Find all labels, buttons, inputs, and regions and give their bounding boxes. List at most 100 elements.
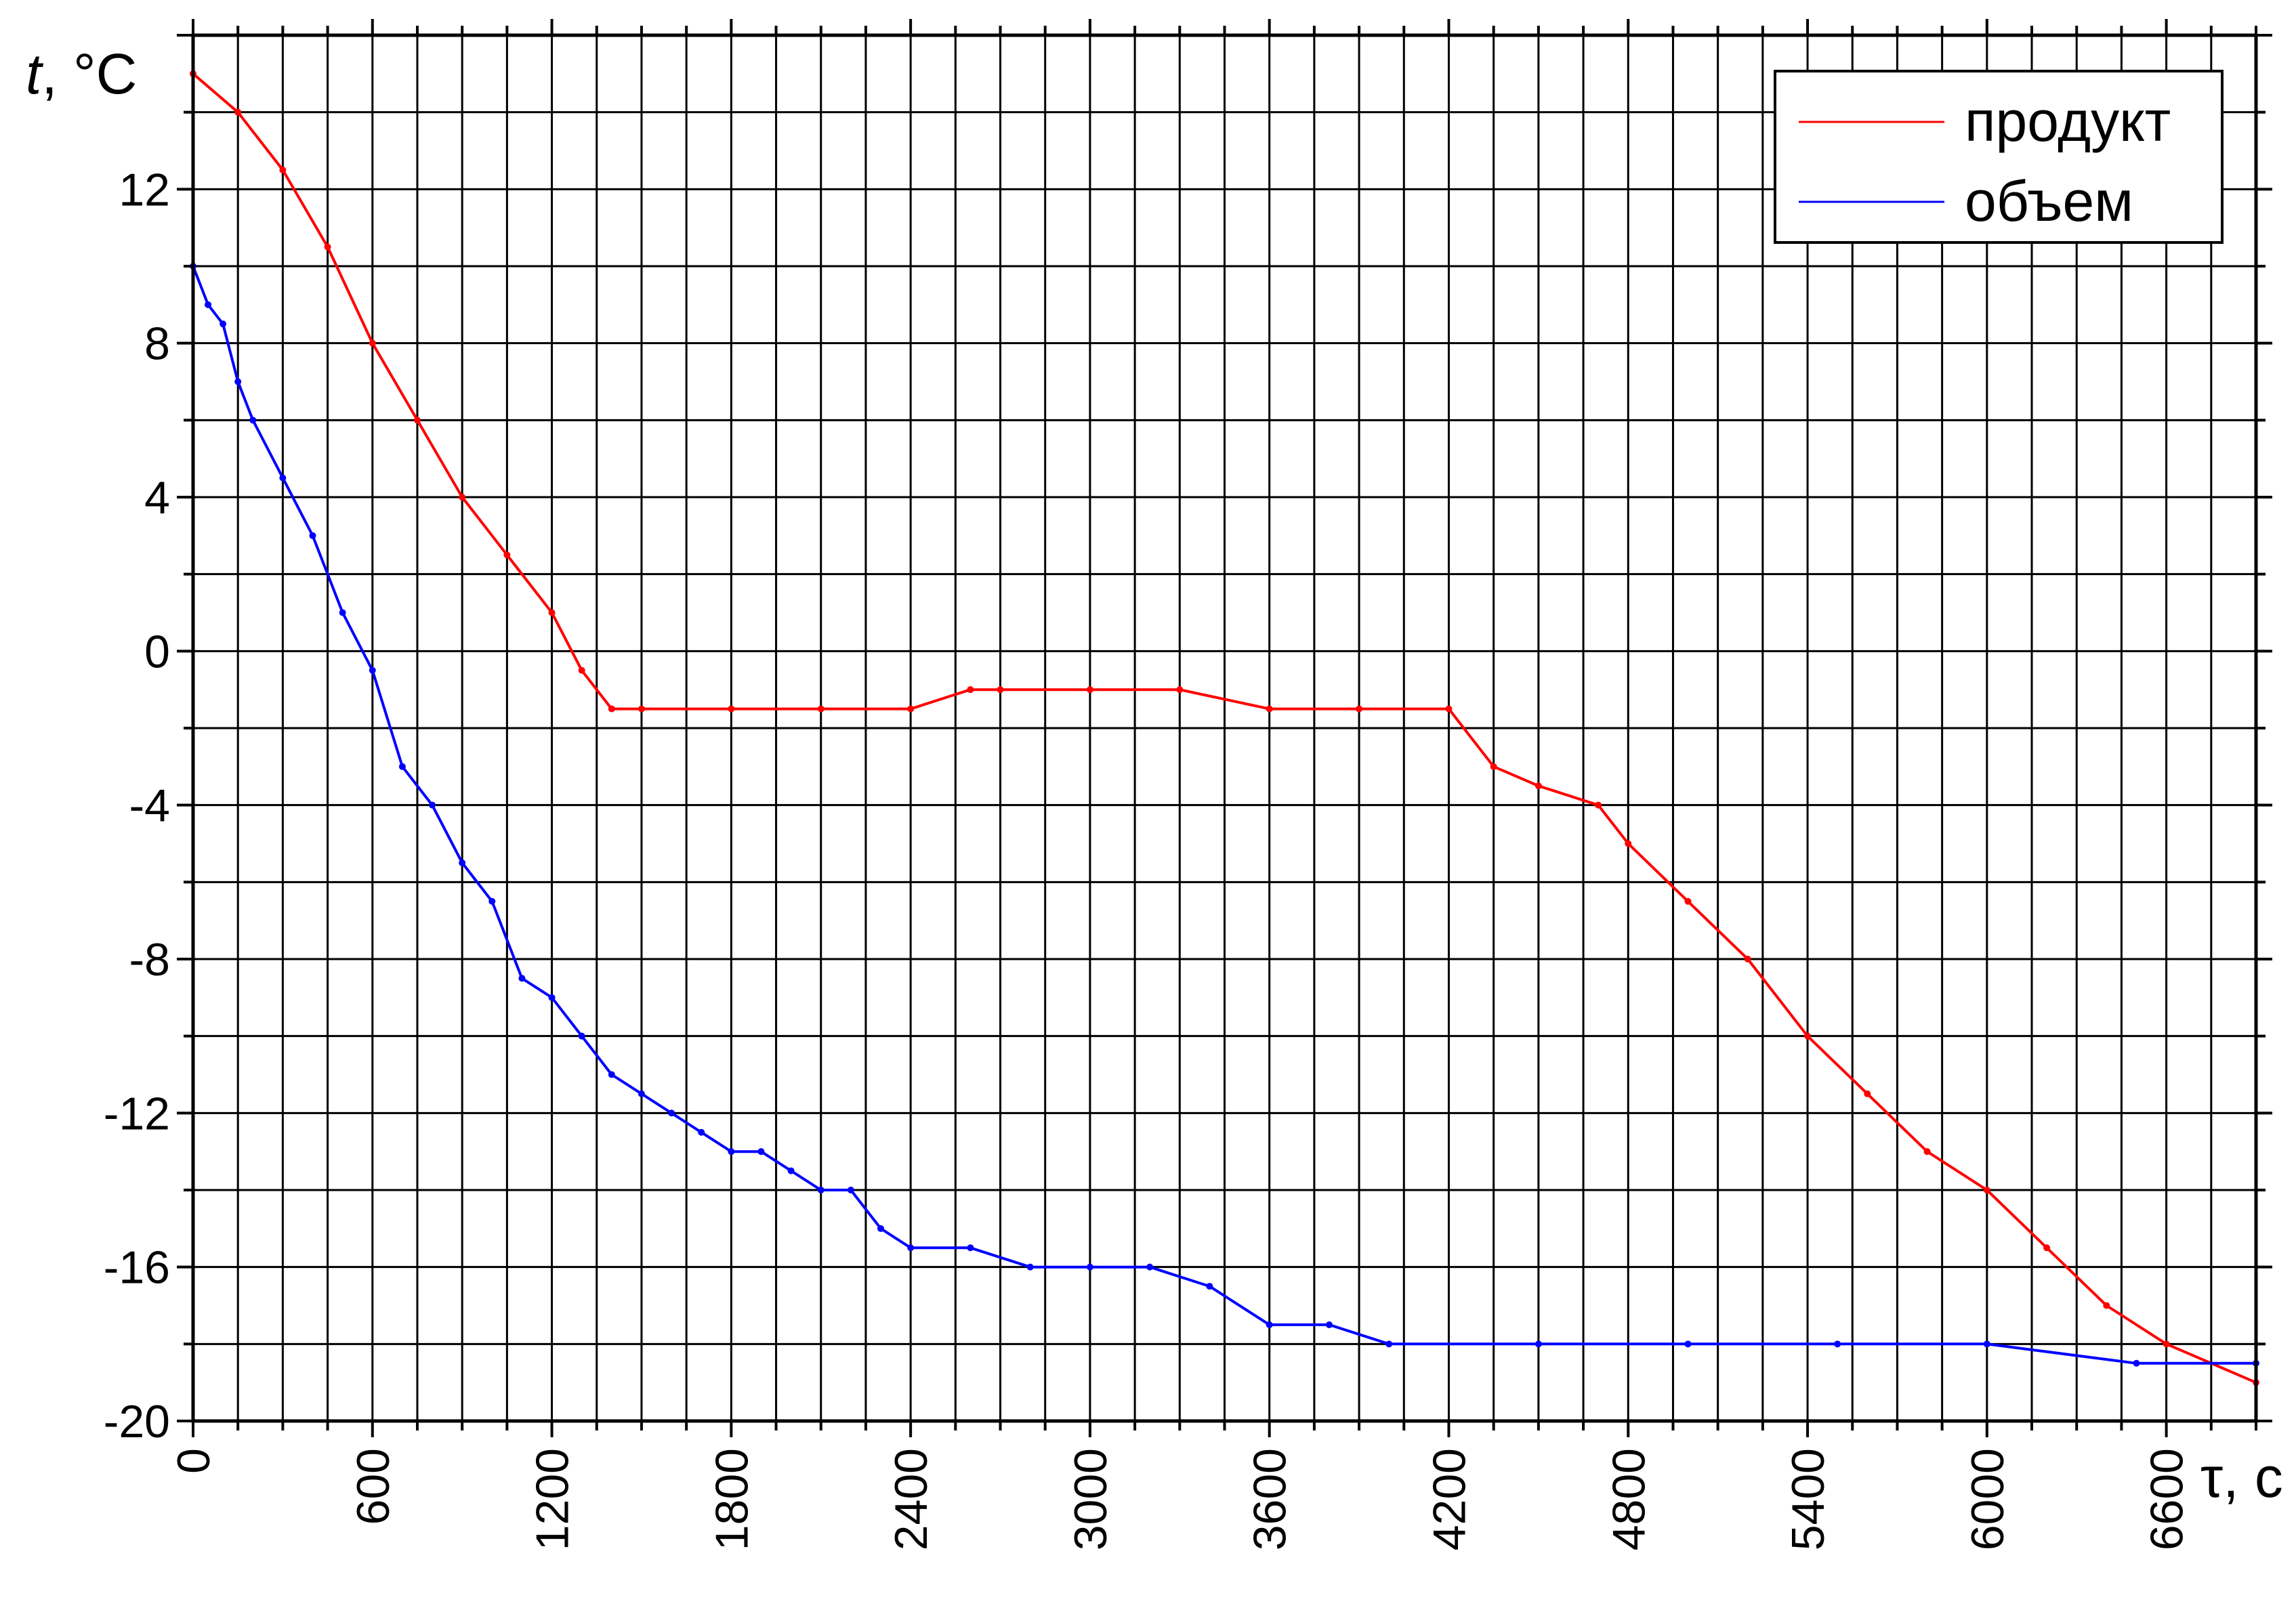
data-point <box>2103 1302 2110 1309</box>
data-point <box>638 1090 645 1097</box>
x-tick-label: 3600 <box>1245 1448 1296 1550</box>
y-tick-labels: -20 -16 -12 -8 -4 0 4 8 12 <box>104 164 170 1447</box>
data-point <box>907 1244 915 1252</box>
legend-box <box>1774 70 2224 244</box>
data-point <box>638 705 645 713</box>
data-point <box>1086 1263 1093 1271</box>
y-tick-label: 4 <box>144 472 170 524</box>
y-axis-unit: , °C <box>41 42 137 106</box>
data-point <box>339 609 346 616</box>
data-point <box>2043 1244 2051 1252</box>
data-point <box>847 1187 854 1193</box>
data-point <box>1595 801 1602 809</box>
x-tick-label: 4800 <box>1603 1448 1654 1550</box>
x-tick-label: 2400 <box>885 1448 937 1550</box>
data-point <box>1266 1321 1273 1328</box>
legend-label-volume: объем <box>1965 169 2133 233</box>
data-point <box>459 494 466 501</box>
data-point <box>1744 956 1751 962</box>
data-point <box>1385 1340 1393 1348</box>
data-point <box>548 994 556 1001</box>
data-point <box>234 108 242 116</box>
data-point <box>967 686 974 694</box>
data-point <box>1923 1148 1931 1155</box>
data-point <box>548 609 556 616</box>
data-point <box>1684 897 1692 905</box>
data-point <box>488 897 496 905</box>
legend: продукт объем <box>1774 70 2224 244</box>
data-point <box>1535 782 1542 790</box>
data-point <box>728 705 735 713</box>
data-point <box>817 1187 825 1193</box>
data-point <box>1864 1090 1871 1097</box>
data-point <box>1684 1340 1692 1348</box>
data-point <box>1535 1340 1542 1348</box>
data-point <box>1146 1263 1154 1271</box>
data-point <box>398 763 406 770</box>
y-tick-label: -12 <box>104 1088 170 1139</box>
series-line <box>192 72 2257 1384</box>
data-point <box>907 705 915 713</box>
data-point <box>967 1244 974 1252</box>
axis-ticks <box>177 19 2272 1437</box>
data-point <box>1206 1283 1213 1290</box>
data-point <box>279 474 287 482</box>
data-point <box>1490 763 1497 770</box>
data-point <box>668 1109 675 1117</box>
legend-label-product: продукт <box>1965 89 2171 153</box>
series-layer <box>190 70 2259 1386</box>
data-point <box>817 705 825 713</box>
series-0 <box>190 70 2259 1386</box>
x-axis-unit: , с <box>2223 1445 2283 1509</box>
data-point <box>1625 840 1632 847</box>
x-tick-label: 600 <box>348 1448 399 1525</box>
data-point <box>369 666 376 674</box>
y-tick-label: -8 <box>129 934 170 985</box>
data-point <box>1445 705 1453 713</box>
y-tick-label: 8 <box>144 318 170 370</box>
data-point <box>220 320 227 328</box>
y-tick-label: 12 <box>119 164 170 215</box>
data-point <box>1026 1263 1034 1271</box>
x-axis-variable: τ <box>2200 1445 2223 1509</box>
x-tick-label: 6600 <box>2142 1448 2193 1550</box>
data-point <box>1086 686 1093 694</box>
series-1 <box>190 263 2259 1367</box>
x-tick-label: 1200 <box>527 1448 579 1550</box>
data-point <box>279 166 287 173</box>
data-point <box>877 1225 884 1232</box>
data-point <box>1804 1032 1812 1040</box>
data-point <box>728 1148 735 1155</box>
x-tick-labels: 0 600 1200 1800 2400 3000 3600 4200 4800 5400 6000… <box>168 1448 2193 1550</box>
data-point <box>503 551 511 559</box>
x-tick-label: 4200 <box>1423 1448 1475 1550</box>
data-point <box>2133 1359 2140 1367</box>
data-point <box>1266 705 1273 713</box>
data-point <box>324 243 331 251</box>
data-point <box>698 1128 705 1136</box>
data-point <box>578 666 585 674</box>
y-axis-title: t, °C <box>26 42 137 106</box>
data-point <box>369 339 376 347</box>
data-point <box>205 301 212 308</box>
data-point <box>757 1148 765 1155</box>
data-point <box>1983 1187 1990 1193</box>
y-axis-variable: t <box>26 42 44 106</box>
data-point <box>413 417 421 424</box>
data-point <box>309 532 316 539</box>
x-tick-label: 3000 <box>1065 1448 1116 1550</box>
x-tick-label: 5400 <box>1782 1448 1834 1550</box>
x-axis-title: τ, с <box>2200 1445 2283 1509</box>
data-point <box>1983 1340 1990 1348</box>
y-tick-label: -20 <box>104 1396 170 1447</box>
x-tick-label: 6000 <box>1962 1448 2013 1550</box>
y-tick-label: -16 <box>104 1242 170 1294</box>
data-point <box>1176 686 1184 694</box>
data-point <box>1356 705 1363 713</box>
grid <box>192 34 2257 1422</box>
data-point <box>608 1071 615 1078</box>
x-tick-label: 0 <box>168 1448 220 1474</box>
x-tick-label: 1800 <box>706 1448 757 1550</box>
data-point <box>249 417 257 424</box>
